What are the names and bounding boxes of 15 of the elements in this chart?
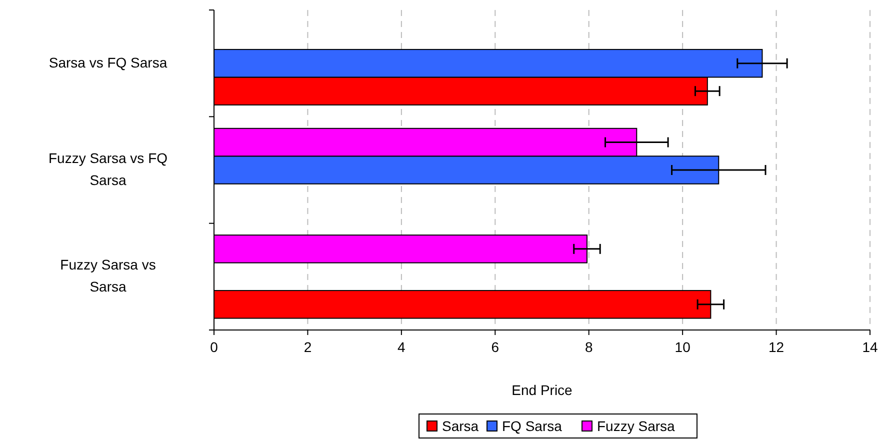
legend-label: Fuzzy Sarsa bbox=[597, 418, 676, 434]
x-tick-label: 8 bbox=[584, 339, 593, 355]
x-tick-label: 0 bbox=[210, 339, 218, 355]
y-tick-label: Sarsa vs FQ Sarsa bbox=[48, 54, 168, 70]
x-tick-label: 6 bbox=[491, 339, 500, 355]
x-tick-label: 10 bbox=[674, 339, 691, 355]
x-tick-label: 14 bbox=[862, 339, 878, 355]
y-tick-label: Fuzzy Sarsa vs Sarsa bbox=[60, 256, 156, 294]
legend-label: FQ Sarsa bbox=[502, 418, 562, 434]
x-tick-label: 4 bbox=[398, 339, 406, 355]
legend-label: Sarsa bbox=[442, 418, 479, 434]
x-tick-label: 2 bbox=[304, 339, 312, 355]
x-tick-label: 12 bbox=[768, 339, 784, 355]
x-axis-title: End Price bbox=[512, 382, 573, 398]
y-tick-label: Fuzzy Sarsa vs FQ Sarsa bbox=[48, 150, 168, 188]
